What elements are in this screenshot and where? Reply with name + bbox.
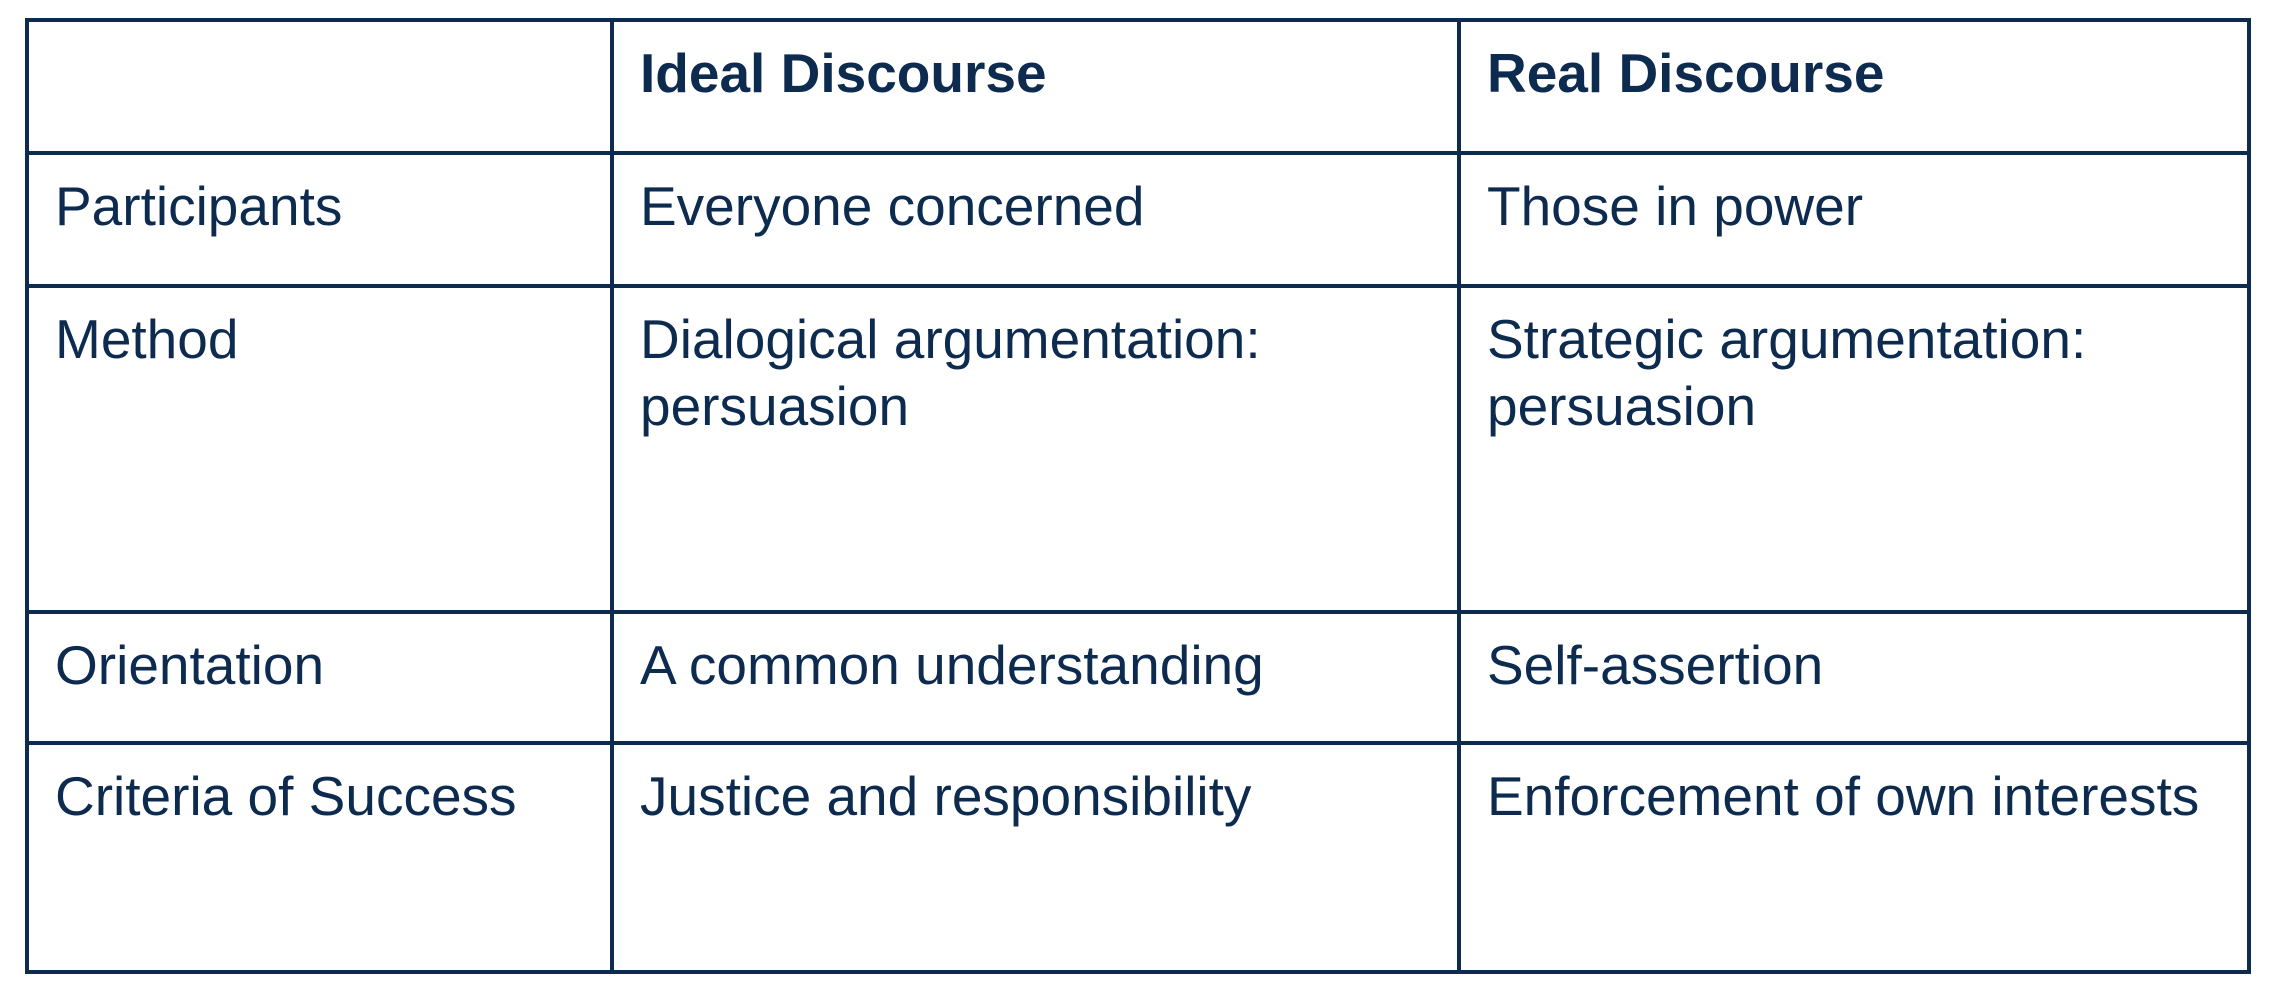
table-cell: Justice and responsibility — [610, 741, 1461, 974]
table-cell: Enforcement of own interests — [1457, 741, 2251, 974]
table-cell: Everyone concerned — [610, 151, 1461, 288]
table-row: Orientation A common understanding Self-… — [25, 610, 2251, 745]
row-label-orientation: Orientation — [25, 610, 614, 745]
table-header-row: Ideal Discourse Real Discourse — [25, 18, 2251, 155]
comparison-table: Ideal Discourse Real Discourse Participa… — [25, 18, 2251, 974]
row-label-method: Method — [25, 284, 614, 614]
table-cell: A common understanding — [610, 610, 1461, 745]
table-cell: Strategic argumentation: persuasion — [1457, 284, 2251, 614]
table-row: Participants Everyone concerned Those in… — [25, 151, 2251, 288]
header-cell-empty — [25, 18, 614, 155]
table-row: Criteria of Success Justice and responsi… — [25, 741, 2251, 974]
header-cell-real-discourse: Real Discourse — [1457, 18, 2251, 155]
table-cell: Dialogical argumentation: persuasion — [610, 284, 1461, 614]
row-label-criteria-of-success: Criteria of Success — [25, 741, 614, 974]
header-cell-ideal-discourse: Ideal Discourse — [610, 18, 1461, 155]
table-cell: Self-assertion — [1457, 610, 2251, 745]
row-label-participants: Participants — [25, 151, 614, 288]
table-row: Method Dialogical argumentation: persuas… — [25, 284, 2251, 614]
table-cell: Those in power — [1457, 151, 2251, 288]
